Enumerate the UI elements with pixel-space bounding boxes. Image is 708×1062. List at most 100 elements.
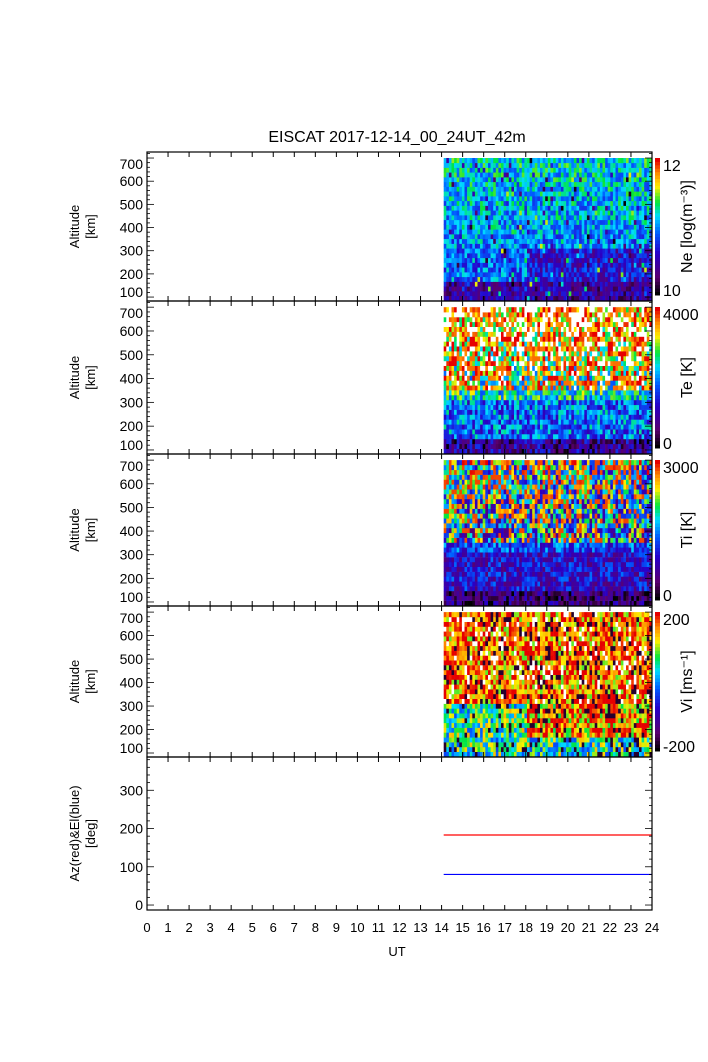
- heatmap-cell: [474, 351, 478, 357]
- heatmap-cell: [631, 438, 635, 445]
- heatmap-cell: [644, 404, 648, 410]
- heatmap-cell: [495, 321, 499, 327]
- heatmap-cell: [623, 257, 627, 263]
- heatmap-cell: [461, 215, 465, 221]
- heatmap-cell: [454, 253, 457, 259]
- heatmap-cell: [501, 281, 504, 287]
- heatmap-cell: [589, 276, 593, 282]
- heatmap-cell: [560, 443, 564, 449]
- heatmap-cell: [461, 346, 465, 352]
- heatmap-cell: [566, 262, 569, 268]
- heatmap-cell: [626, 191, 629, 197]
- heatmap-cell: [558, 434, 562, 440]
- colorbar-swatch: [655, 257, 660, 262]
- heatmap-cell: [628, 380, 632, 386]
- heatmap-cell: [451, 370, 455, 376]
- heatmap-cell: [620, 395, 624, 401]
- heatmap-cell: [594, 158, 598, 164]
- heatmap-cell: [584, 253, 588, 259]
- heatmap-cell: [605, 316, 608, 323]
- heatmap-cell: [542, 365, 546, 371]
- heatmap-cell: [626, 215, 629, 221]
- heatmap-cell: [594, 341, 598, 347]
- heatmap-cell: [581, 326, 585, 332]
- heatmap-cell: [540, 385, 543, 391]
- heatmap-cell: [464, 395, 468, 401]
- heatmap-cell: [508, 331, 512, 337]
- heatmap-cell: [563, 307, 567, 313]
- heatmap-cell: [527, 267, 530, 273]
- heatmap-cell: [628, 281, 632, 287]
- heatmap-cell: [633, 424, 637, 430]
- heatmap-cell: [443, 326, 447, 332]
- heatmap-cell: [636, 395, 640, 401]
- heatmap-cell: [488, 434, 491, 440]
- heatmap-cell: [542, 419, 546, 425]
- heatmap-cell: [589, 262, 593, 268]
- heatmap-cell: [576, 316, 580, 323]
- heatmap-cell: [514, 351, 517, 357]
- heatmap-cell: [607, 248, 611, 254]
- heatmap-cell: [506, 177, 510, 183]
- heatmap-cell: [469, 326, 473, 332]
- heatmap-cell: [639, 200, 642, 206]
- heatmap-cell: [563, 365, 567, 371]
- heatmap-cell: [646, 365, 650, 371]
- heatmap-cell: [566, 291, 569, 297]
- heatmap-cell: [521, 316, 525, 323]
- heatmap-cell: [615, 205, 619, 211]
- heatmap-cell: [488, 399, 491, 406]
- heatmap-cell: [446, 205, 450, 211]
- heatmap-cell: [446, 162, 450, 168]
- heatmap-cell: [589, 291, 593, 297]
- y-tick-label: 300: [120, 243, 144, 259]
- heatmap-cell: [446, 409, 450, 415]
- heatmap-cell: [527, 380, 530, 386]
- heatmap-cell: [459, 365, 463, 371]
- heatmap-cell: [485, 316, 489, 323]
- heatmap-cell: [443, 291, 447, 297]
- heatmap-cell: [649, 172, 653, 178]
- heatmap-cell: [514, 276, 517, 282]
- y-tick-label: 500: [120, 196, 144, 212]
- heatmap-cell: [605, 385, 608, 391]
- heatmap-cell: [506, 272, 510, 278]
- heatmap-cell: [563, 295, 567, 301]
- heatmap-cell: [550, 375, 554, 381]
- heatmap-cell: [519, 380, 523, 386]
- heatmap-cell: [446, 262, 450, 268]
- heatmap-cell: [448, 191, 452, 197]
- heatmap-cell: [508, 229, 512, 235]
- heatmap-cell: [620, 224, 624, 230]
- heatmap-cell: [511, 215, 515, 221]
- heatmap-cell: [550, 307, 554, 313]
- heatmap-cell: [451, 191, 455, 197]
- heatmap-cell: [579, 248, 582, 254]
- heatmap-cell: [623, 162, 627, 168]
- heatmap-cell: [641, 267, 645, 273]
- heatmap-cell: [631, 257, 635, 263]
- heatmap-cell: [503, 341, 507, 347]
- heatmap-cell: [464, 336, 468, 342]
- heatmap-cell: [610, 316, 614, 323]
- heatmap-cell: [448, 395, 452, 401]
- heatmap-cell: [571, 257, 575, 263]
- heatmap-cell: [586, 229, 590, 235]
- heatmap-cell: [553, 375, 556, 381]
- heatmap-cell: [482, 248, 486, 254]
- heatmap-cell: [493, 419, 497, 425]
- heatmap-cell: [646, 272, 650, 278]
- heatmap-cell: [537, 307, 541, 313]
- heatmap-cell: [573, 253, 577, 259]
- heatmap-cell: [524, 238, 528, 244]
- heatmap-cell: [474, 331, 478, 337]
- heatmap-cell: [612, 262, 616, 268]
- heatmap-cell: [602, 331, 606, 337]
- heatmap-cell: [553, 229, 556, 235]
- heatmap-cell: [576, 238, 580, 244]
- heatmap-cell: [461, 158, 465, 164]
- heatmap-cell: [563, 267, 567, 273]
- heatmap-cell: [472, 326, 476, 332]
- heatmap-cell: [454, 321, 457, 327]
- heatmap-cell: [464, 424, 468, 430]
